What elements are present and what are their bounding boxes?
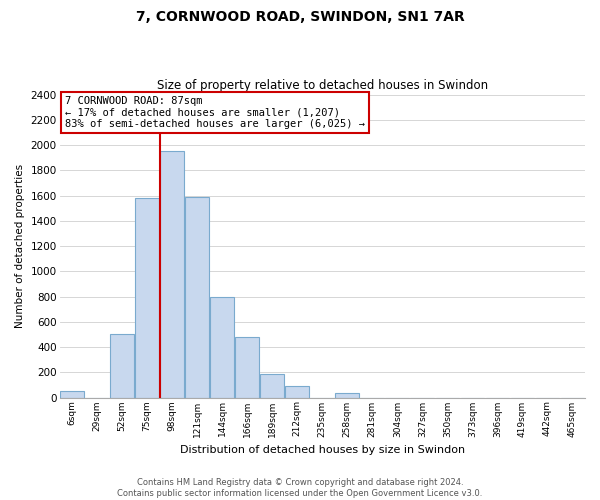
Bar [110, 334, 134, 398]
X-axis label: Distribution of detached houses by size in Swindon: Distribution of detached houses by size … [180, 445, 465, 455]
Bar [286, 386, 309, 398]
Bar [160, 152, 184, 398]
Text: 7 CORNWOOD ROAD: 87sqm
← 17% of detached houses are smaller (1,207)
83% of semi-: 7 CORNWOOD ROAD: 87sqm ← 17% of detached… [65, 96, 365, 130]
Bar [60, 390, 84, 398]
Bar [135, 198, 159, 398]
Bar [185, 197, 209, 398]
Title: Size of property relative to detached houses in Swindon: Size of property relative to detached ho… [157, 79, 488, 92]
Text: 7, CORNWOOD ROAD, SWINDON, SN1 7AR: 7, CORNWOOD ROAD, SWINDON, SN1 7AR [136, 10, 464, 24]
Bar [235, 337, 259, 398]
Text: Contains HM Land Registry data © Crown copyright and database right 2024.
Contai: Contains HM Land Registry data © Crown c… [118, 478, 482, 498]
Bar [211, 296, 234, 398]
Y-axis label: Number of detached properties: Number of detached properties [15, 164, 25, 328]
Bar [335, 393, 359, 398]
Bar [260, 374, 284, 398]
